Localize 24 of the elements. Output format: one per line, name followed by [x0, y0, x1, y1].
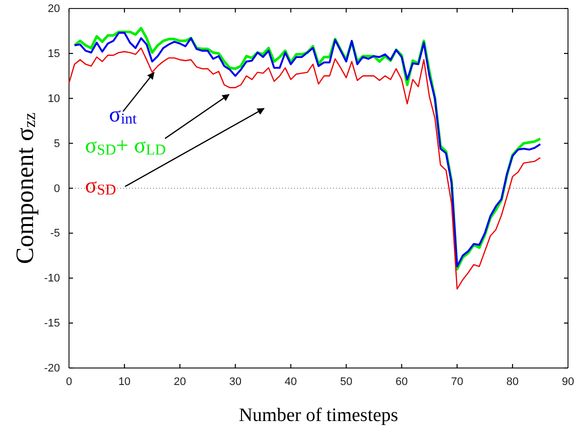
- y-tick-label: -5: [50, 228, 60, 240]
- text: σ$_{SD}$+ σ$_{LD}$: [85, 132, 166, 158]
- x-tick-label: 30: [229, 376, 242, 388]
- x-tick-label: 40: [284, 376, 297, 388]
- x-tick-label: 70: [450, 376, 464, 388]
- x-tick-label: 90: [562, 376, 574, 388]
- x-tick-label: 0: [66, 376, 72, 388]
- y-tick-label: 15: [48, 48, 60, 60]
- x-tick-label: 10: [118, 376, 131, 388]
- x-tick-label: 80: [506, 376, 519, 388]
- x-tick-label: 60: [396, 376, 408, 388]
- line-series: [68, 47, 541, 290]
- series-label: σ$_{int}$: [109, 102, 138, 128]
- x-axis-title: Number of timesteps: [238, 405, 398, 426]
- x-tick-label: 20: [174, 376, 186, 388]
- y-tick-label: 0: [54, 182, 60, 195]
- y-tick-label: 5: [54, 138, 60, 150]
- y-tick-label: -15: [44, 318, 60, 330]
- y-tick-label: 10: [48, 92, 60, 105]
- y-tick-label: -10: [44, 272, 60, 285]
- y-tick-label: 20: [48, 3, 60, 16]
- y-tick-label: -20: [44, 362, 60, 375]
- text: σ$_{SD}$: [85, 172, 116, 198]
- x-tick-label: 50: [340, 376, 352, 388]
